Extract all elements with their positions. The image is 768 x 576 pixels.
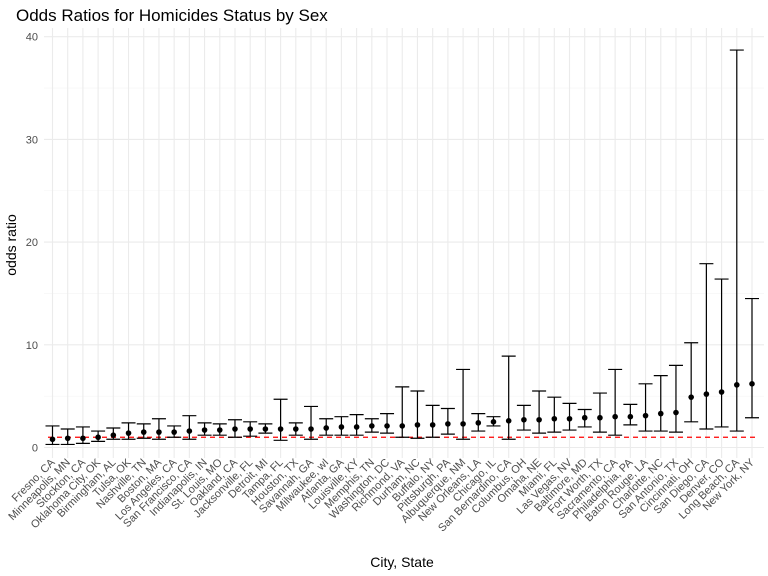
error-bar bbox=[714, 278, 729, 428]
estimate-point bbox=[399, 423, 406, 429]
estimate-point bbox=[429, 422, 436, 428]
error-bar bbox=[684, 342, 699, 423]
estimate-point bbox=[612, 413, 618, 420]
estimate-point bbox=[201, 427, 208, 433]
y-axis-ticks: 0 10 20 30 40 bbox=[26, 32, 38, 455]
estimate-point bbox=[445, 421, 451, 427]
error-bar bbox=[592, 392, 607, 433]
error-bar bbox=[304, 405, 319, 440]
estimate-point bbox=[642, 412, 649, 419]
estimate-point bbox=[232, 426, 238, 432]
y-tick-label: 0 bbox=[32, 443, 38, 455]
estimate-point bbox=[110, 432, 117, 438]
error-bar bbox=[608, 368, 623, 436]
error-bar bbox=[395, 386, 410, 438]
chart-title: Odds Ratios for Homicides Status by Sex bbox=[16, 6, 328, 25]
estimate-point bbox=[597, 414, 603, 421]
estimate-point bbox=[247, 426, 253, 432]
estimate-point bbox=[566, 415, 573, 422]
estimate-point bbox=[657, 410, 664, 417]
x-axis-title: City, State bbox=[370, 554, 434, 570]
error-bars bbox=[45, 49, 759, 446]
estimate-point bbox=[186, 428, 193, 434]
estimate-point bbox=[749, 381, 755, 387]
y-axis-title: odds ratio bbox=[3, 214, 19, 276]
estimate-point bbox=[293, 426, 299, 432]
y-tick-label: 20 bbox=[26, 237, 38, 249]
estimate-point bbox=[125, 430, 132, 436]
estimate-point bbox=[338, 424, 345, 430]
estimate-point bbox=[64, 435, 71, 442]
estimate-point bbox=[384, 423, 390, 429]
estimate-point bbox=[414, 422, 421, 428]
y-tick-label: 40 bbox=[26, 32, 38, 44]
estimate-point bbox=[262, 426, 269, 432]
error-bar bbox=[638, 383, 653, 432]
estimate-point bbox=[703, 391, 710, 397]
estimate-point bbox=[460, 421, 466, 427]
estimate-point bbox=[475, 420, 482, 426]
plot-grid bbox=[44, 28, 764, 458]
estimate-point bbox=[216, 427, 223, 433]
estimate-point bbox=[353, 424, 360, 430]
estimate-point bbox=[49, 436, 56, 443]
error-bar bbox=[151, 418, 166, 440]
error-bar bbox=[547, 396, 562, 433]
estimate-point bbox=[521, 416, 527, 423]
estimate-point bbox=[95, 434, 101, 441]
estimate-point bbox=[688, 394, 694, 400]
error-bar bbox=[182, 415, 197, 440]
error-bar bbox=[729, 49, 744, 432]
error-bar bbox=[456, 368, 471, 440]
y-tick-label: 10 bbox=[26, 340, 38, 352]
error-bar bbox=[532, 390, 547, 434]
estimate-point bbox=[277, 426, 284, 432]
error-bar bbox=[668, 364, 683, 433]
error-bar bbox=[653, 375, 668, 432]
error-bar bbox=[410, 390, 425, 439]
error-bar bbox=[745, 297, 759, 419]
estimate-point bbox=[536, 416, 542, 423]
estimate-point bbox=[673, 409, 679, 416]
estimate-point bbox=[323, 425, 330, 431]
estimate-point bbox=[156, 429, 162, 435]
estimate-point bbox=[733, 382, 740, 388]
error-bar bbox=[699, 263, 714, 430]
estimate-point bbox=[505, 417, 512, 424]
error-bar bbox=[501, 355, 516, 440]
estimate-points bbox=[49, 381, 755, 443]
estimate-point bbox=[80, 435, 86, 442]
error-bar bbox=[425, 404, 440, 438]
estimate-point bbox=[627, 413, 634, 420]
error-bar bbox=[273, 398, 288, 441]
estimate-point bbox=[551, 415, 558, 422]
estimate-point bbox=[718, 389, 725, 395]
y-tick-label: 30 bbox=[26, 134, 38, 146]
estimate-point bbox=[171, 429, 177, 435]
estimate-point bbox=[308, 426, 314, 432]
estimate-point bbox=[490, 419, 497, 425]
estimate-point bbox=[369, 423, 375, 429]
estimate-point bbox=[140, 429, 147, 435]
estimate-point bbox=[581, 414, 588, 421]
